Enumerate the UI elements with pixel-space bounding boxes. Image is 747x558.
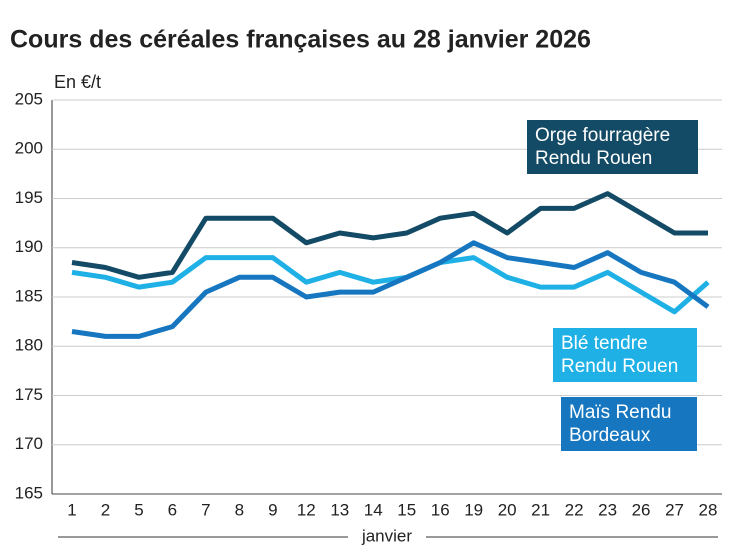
x-tick-label: 23 — [598, 500, 617, 519]
chart-title: Cours des céréales françaises au 28 janv… — [10, 26, 591, 54]
x-tick-label: 22 — [565, 500, 584, 519]
x-tick-label: 28 — [699, 500, 718, 519]
x-tick-label: 12 — [297, 500, 316, 519]
y-tick-label: 175 — [15, 385, 43, 404]
x-tick-label: 16 — [431, 500, 450, 519]
x-tick-label: 27 — [665, 500, 684, 519]
x-tick-label: 15 — [397, 500, 416, 519]
x-tick-label: 2 — [101, 500, 110, 519]
x-axis-label: janvier — [361, 526, 412, 545]
series-line — [71, 191, 708, 280]
series-line — [71, 255, 710, 315]
series-line — [71, 240, 710, 339]
y-tick-label: 185 — [15, 286, 43, 305]
x-tick-label: 5 — [134, 500, 143, 519]
y-axis-label: En €/t — [54, 72, 101, 92]
legend-label: Maïs Rendu Bordeaux — [561, 397, 697, 451]
x-tick-label: 26 — [632, 500, 651, 519]
y-tick-label: 205 — [15, 89, 43, 108]
y-tick-label: 195 — [15, 188, 43, 207]
legend-label: Orge fourragère Rendu Rouen — [527, 120, 698, 174]
x-tick-label: 1 — [67, 500, 76, 519]
x-tick-label: 21 — [531, 500, 550, 519]
x-tick-label: 13 — [330, 500, 349, 519]
legend-label: Blé tendre Rendu Rouen — [553, 328, 697, 382]
x-tick-label: 9 — [268, 500, 277, 519]
y-tick-label: 180 — [15, 336, 43, 355]
x-tick-label: 20 — [498, 500, 517, 519]
x-tick-label: 8 — [235, 500, 244, 519]
y-tick-label: 170 — [15, 434, 43, 453]
y-tick-label: 190 — [15, 237, 43, 256]
x-tick-label: 6 — [168, 500, 177, 519]
x-tick-label: 19 — [464, 500, 483, 519]
x-tick-label: 14 — [364, 500, 383, 519]
y-tick-label: 200 — [15, 139, 43, 158]
x-tick-label: 7 — [201, 500, 210, 519]
y-tick-label: 165 — [15, 483, 43, 502]
